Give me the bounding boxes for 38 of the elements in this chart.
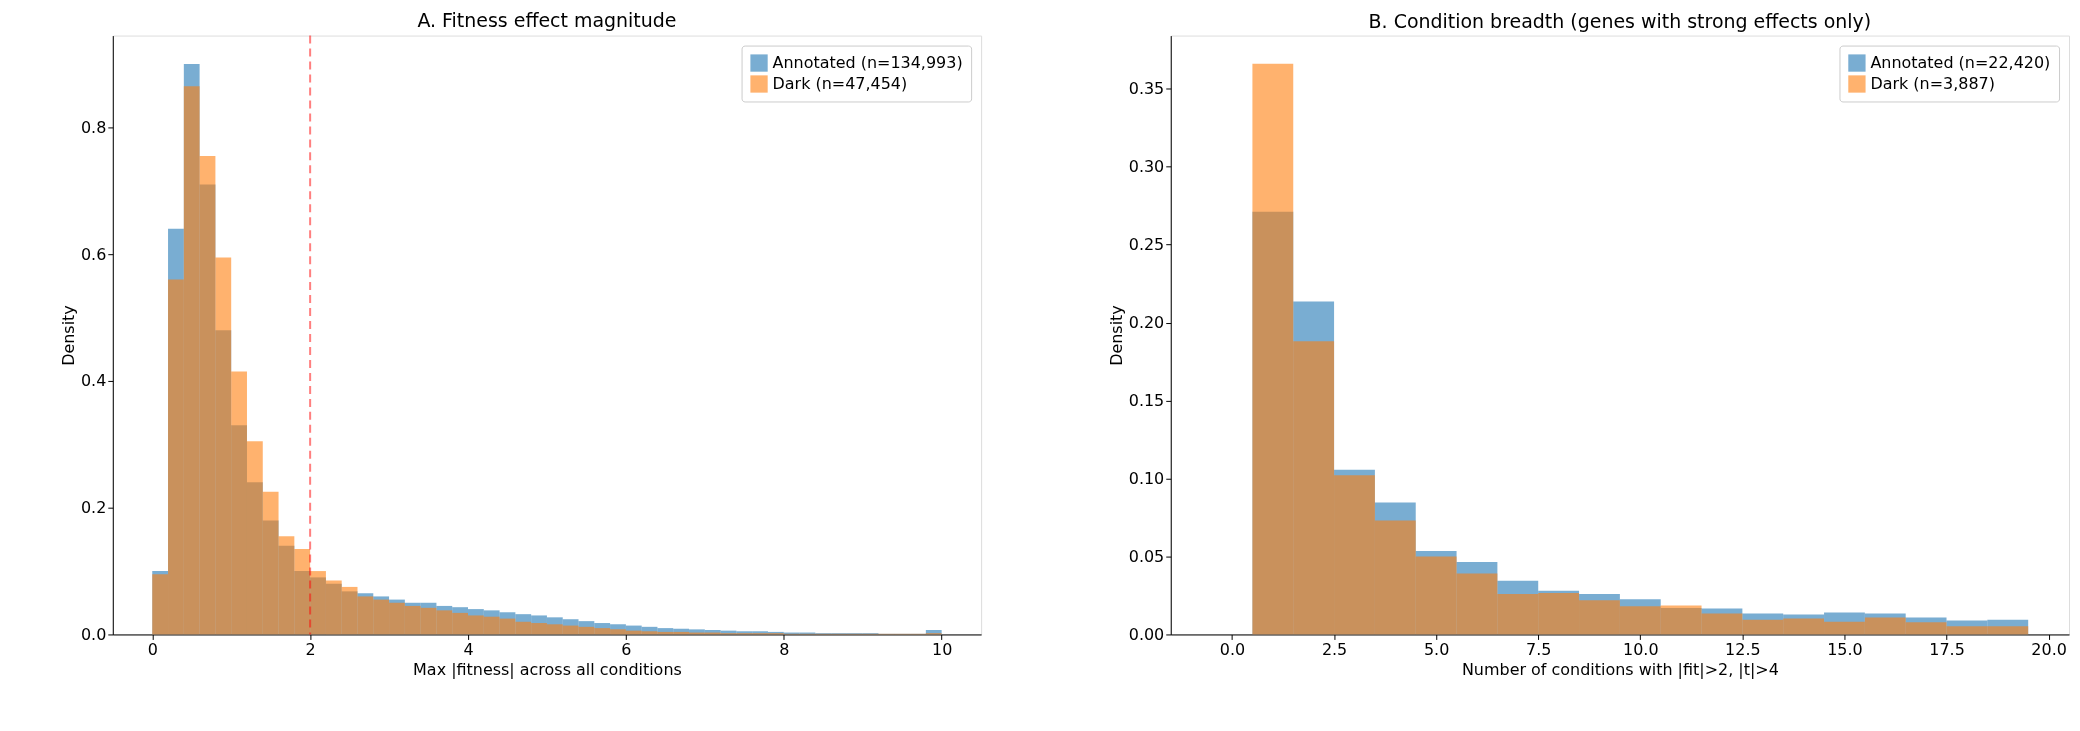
y-tick-label: 0.25 — [1128, 235, 1165, 255]
x-tick-label: 17.5 — [1929, 639, 1965, 659]
legend-label: Annotated (n=22,420) — [1870, 53, 2051, 73]
x-tick-label: 2.5 — [1321, 639, 1348, 659]
y-tick-label: 0.4 — [80, 371, 107, 391]
x-tick-label: 20.0 — [2031, 639, 2067, 659]
chart-title: B. Condition breadth (genes with strong effects only) — [1368, 9, 1872, 32]
x-tick-label: 10.0 — [1623, 639, 1659, 659]
x-tick-label: 0 — [147, 639, 158, 659]
y-tick-label: 0.35 — [1128, 79, 1165, 99]
x-axis-title: Max |fitness| across all conditions — [413, 659, 682, 679]
legend-label: Dark (n=3,887) — [1870, 73, 1995, 93]
legend-label: Dark (n=47,454) — [772, 73, 908, 93]
chart-title: A. Fitness effect magnitude — [417, 8, 677, 31]
x-tick-label: 5.0 — [1423, 639, 1450, 659]
y-tick-label: 0.2 — [80, 498, 107, 518]
x-tick-label: 10 — [931, 639, 953, 659]
y-tick-label: 0.10 — [1128, 468, 1165, 488]
y-tick-label: 0.6 — [80, 244, 107, 264]
y-tick-label: 0.0 — [80, 624, 107, 644]
x-tick-label: 12.5 — [1725, 639, 1761, 659]
x-tick-label: 2 — [305, 639, 316, 659]
y-tick-label: 0.15 — [1128, 391, 1165, 411]
x-tick-label: 0.0 — [1219, 639, 1246, 659]
y-tick-label: 0.00 — [1128, 624, 1165, 644]
x-tick-label: 7.5 — [1526, 639, 1552, 659]
y-axis-title: Density — [58, 305, 78, 366]
y-tick-label: 0.30 — [1128, 157, 1165, 177]
y-tick-label: 0.05 — [1128, 546, 1165, 566]
x-tick-label: 15.0 — [1827, 639, 1863, 659]
y-axis-title: Density — [1106, 305, 1126, 366]
x-tick-label: 4 — [463, 639, 474, 659]
y-tick-label: 0.20 — [1128, 313, 1165, 333]
x-tick-label: 8 — [779, 639, 790, 659]
y-tick-label: 0.8 — [80, 117, 107, 137]
legend-label: Annotated (n=134,993) — [772, 53, 963, 73]
x-tick-label: 6 — [621, 639, 632, 659]
x-axis-title: Number of conditions with |fit|>2, |t|>4 — [1461, 659, 1779, 679]
